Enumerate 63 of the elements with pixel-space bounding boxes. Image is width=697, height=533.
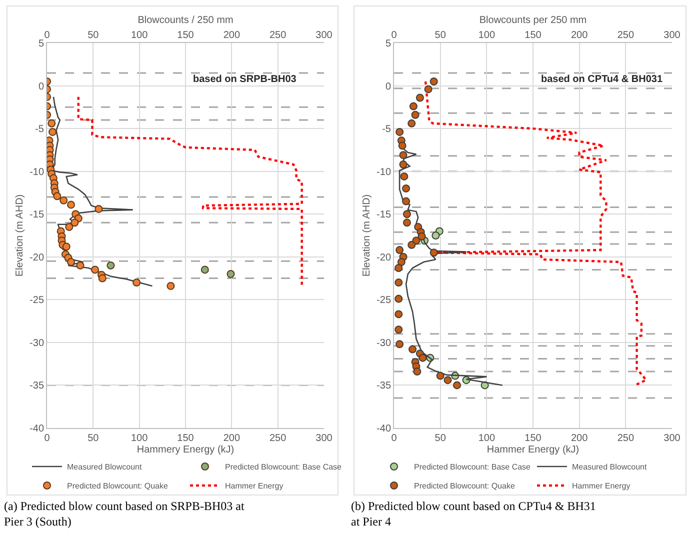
- x2-tick-label: 50: [434, 433, 446, 444]
- x2-tick-label: 200: [570, 433, 588, 444]
- y-tick-label: -35: [376, 380, 392, 392]
- legend-label: Predicted Blowcount: Base Case: [225, 462, 342, 472]
- y-tick-label: 5: [38, 38, 44, 50]
- x2-tick-label: 250: [617, 433, 634, 444]
- x2-tick-label: 50: [88, 433, 100, 444]
- y-tick-label: 0: [38, 81, 44, 92]
- y-tick-label: -5: [382, 124, 392, 136]
- x-tick-label: 150: [524, 30, 542, 41]
- x-tick-label: 200: [223, 30, 240, 41]
- x2-tick-label: 100: [478, 433, 496, 444]
- y-axis-title: Elevation (m AHD): [14, 194, 26, 277]
- legend-label: Measured Blowcount: [67, 462, 142, 472]
- legend-label: Measured Blowcount: [572, 462, 648, 472]
- x-tick-label: 250: [269, 30, 287, 41]
- x2-tick-label: 200: [223, 433, 240, 444]
- x2-tick-label: 300: [316, 433, 333, 444]
- legend-label: Predicted Blowcount: Quake: [67, 482, 168, 491]
- x-tick-label: 100: [478, 30, 496, 41]
- x-tick-label: 50: [88, 30, 100, 41]
- y-tick-label: -10: [376, 166, 392, 178]
- y-tick-label: -30: [376, 338, 392, 349]
- y-tick-label: -30: [30, 338, 44, 349]
- line-series: [77, 96, 303, 288]
- y-tick-label: 5: [385, 38, 392, 50]
- x2-tick-label: 150: [177, 433, 194, 444]
- x-tick-label: 300: [316, 30, 333, 41]
- x-tick-label: 50: [434, 30, 446, 41]
- y-tick-label: -15: [376, 210, 392, 221]
- x-tick-label: 100: [130, 30, 148, 41]
- y-axis-title: Elevation (m AHD): [362, 194, 373, 277]
- y-tick-label: -5: [35, 124, 44, 136]
- x2-tick-label: 250: [269, 433, 287, 444]
- y-tick-label: -20: [376, 252, 392, 264]
- legend-label: Hammer Energy: [225, 482, 284, 491]
- x2-tick-label: 150: [524, 433, 542, 444]
- y-tick-label: -10: [30, 166, 44, 178]
- x2-tick-label: 100: [130, 433, 148, 444]
- y-tick-label: -40: [376, 424, 392, 434]
- x-tick-label: 200: [570, 30, 588, 41]
- annotation: based on CPTu4 & BH031: [541, 74, 663, 85]
- y-tick-label: 0: [385, 81, 392, 92]
- x2-tick-label: 300: [664, 433, 681, 444]
- y-tick-label: -20: [30, 252, 44, 264]
- legend-label: Hammer Energy: [572, 482, 630, 491]
- x2-axis-title: Blowcounts per 250 mm: [479, 15, 587, 26]
- text: (b) Predicted blow count based on CPTu4 & BH31 at Pier 4: [351, 499, 596, 529]
- x-axis-title: Hammery Energy (kJ): [136, 444, 234, 456]
- y-tick-label: -35: [30, 380, 44, 392]
- x-tick-label: 300: [664, 30, 681, 41]
- legend-label: Predicted Blowcount: Base Case: [414, 462, 532, 472]
- y-tick-label: -15: [30, 210, 44, 221]
- y-tick-label: -25: [376, 295, 392, 306]
- x2-axis-title: Blowcounts / 250 mm: [138, 15, 234, 26]
- text: (a) Predicted blow count based on SRPB-BH03 at Pier 3 (South): [4, 499, 245, 529]
- legend-label: Predicted Blowcount: Quake: [414, 482, 516, 491]
- y-tick-label: -25: [30, 295, 44, 306]
- x-axis-title: Hammer Energy (kJ): [486, 444, 580, 456]
- x-tick-label: 250: [617, 30, 634, 41]
- y-tick-label: -40: [30, 424, 44, 434]
- annotation: based on SRPB-BH03: [193, 74, 297, 85]
- x-tick-label: 150: [177, 30, 194, 41]
